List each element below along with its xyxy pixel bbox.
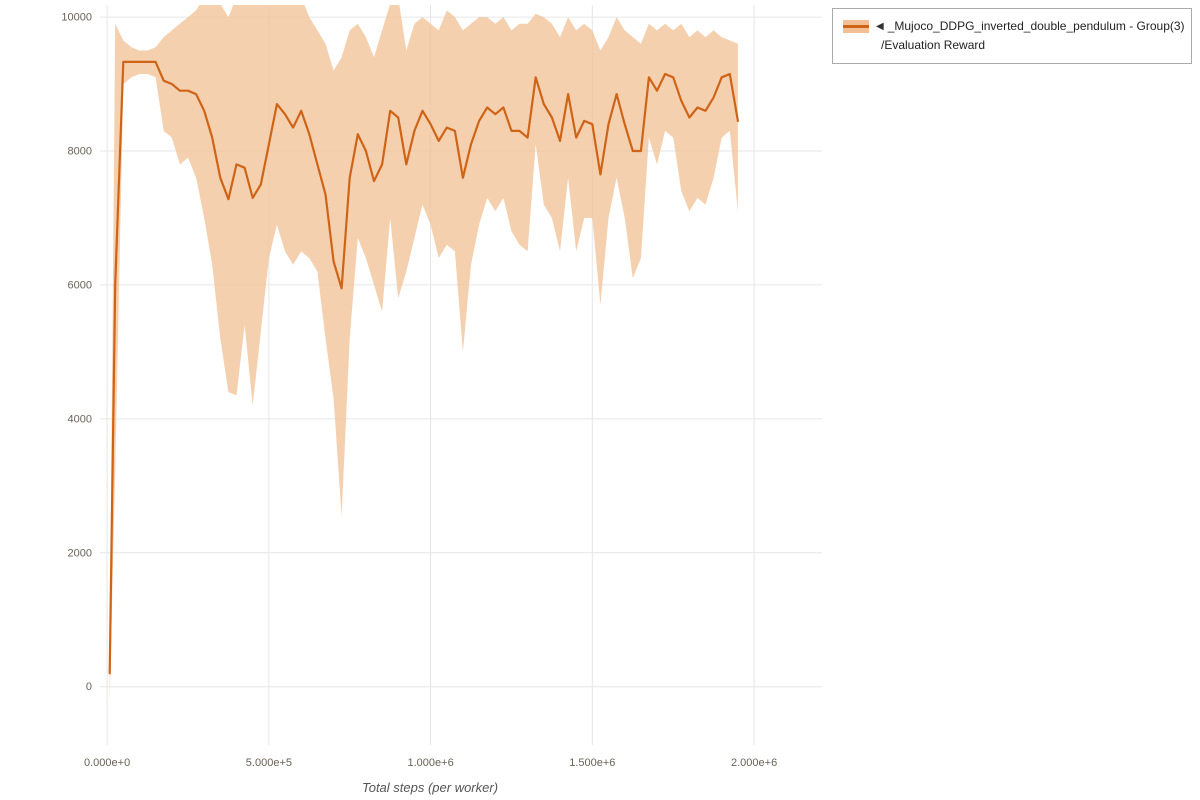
svg-text:1.000e+6: 1.000e+6 (408, 757, 454, 769)
svg-text:6000: 6000 (68, 279, 92, 291)
legend-series-label: _Mujoco_DDPG_inverted_double_pendulum - … (887, 19, 1185, 33)
series-color-swatch (843, 19, 869, 33)
legend-row: ◀ _Mujoco_DDPG_inverted_double_pendulum … (843, 17, 1185, 36)
legend-metric-label: /Evaluation Reward (881, 37, 986, 52)
svg-text:8000: 8000 (68, 146, 92, 158)
legend-collapse-icon[interactable]: ◀ (876, 20, 884, 32)
svg-text:1.500e+6: 1.500e+6 (569, 757, 615, 769)
svg-text:5.000e+5: 5.000e+5 (246, 757, 292, 769)
svg-text:0.000e+0: 0.000e+0 (84, 757, 130, 769)
series-line-icon (843, 24, 869, 28)
svg-text:2.000e+6: 2.000e+6 (731, 757, 777, 769)
x-axis-title: Total steps (per worker) (361, 780, 499, 795)
legend: ◀ _Mujoco_DDPG_inverted_double_pendulum … (832, 8, 1192, 65)
svg-text:0: 0 (86, 681, 92, 693)
svg-text:2000: 2000 (68, 547, 92, 559)
svg-text:10000: 10000 (61, 12, 92, 24)
svg-text:4000: 4000 (68, 413, 92, 425)
legend-row: /Evaluation Reward (843, 36, 1181, 55)
